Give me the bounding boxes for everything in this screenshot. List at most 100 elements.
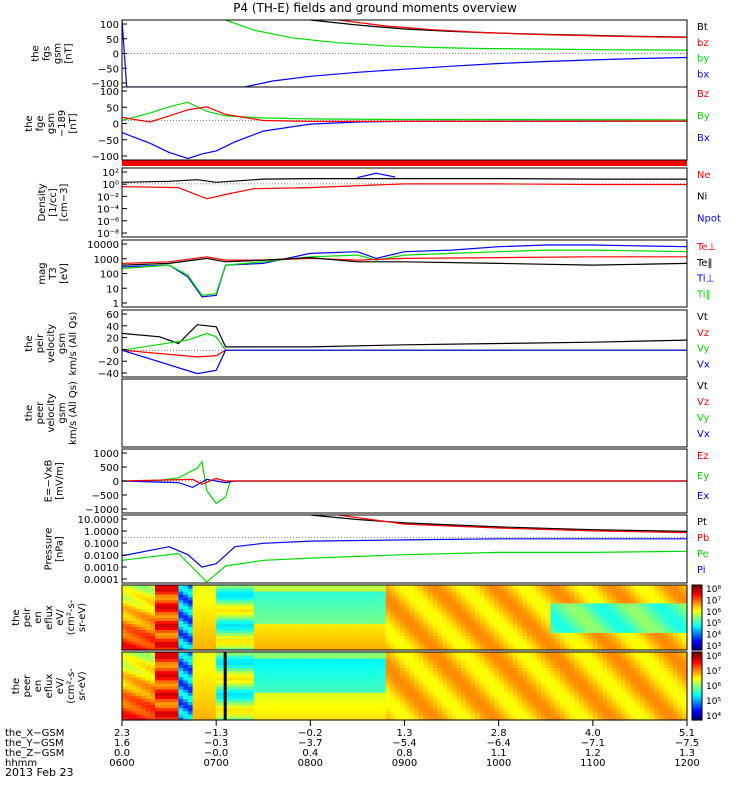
heatmap-cell [225,689,231,693]
heatmap-cell [649,626,655,630]
heatmap-cell [296,638,302,642]
heatmap-cell [286,620,293,625]
heatmap-cell [503,716,509,721]
heatmap-cell [263,602,269,607]
heatmap-cell [522,599,528,604]
heatmap-cell [526,644,533,648]
heatmap-cell [470,679,476,684]
ylabel-line: peir [35,333,46,353]
heatmap-cell [206,689,213,693]
heatmap-cell [296,620,302,625]
heatmap-cell [187,629,194,633]
heatmap-cell [381,667,387,672]
heatmap-cell [338,682,344,687]
heatmap-cell [559,701,566,706]
heatmap-cell [479,596,486,601]
heatmap-cell [310,629,316,633]
heatmap-cell [423,670,429,675]
heatmap-cell [536,585,542,589]
heatmap-cell [310,593,316,598]
heatmap-cell [470,664,476,669]
heatmap-cell [484,707,490,712]
heatmap-cell [630,632,636,636]
heatmap-cell [310,676,316,681]
heatmap-cell [197,661,203,665]
heatmap-cell [202,664,208,669]
heatmap-cell [541,692,547,696]
legend-entry: Ex [697,491,709,502]
heatmap-cell [305,588,311,592]
heatmap-cell [484,686,490,690]
heatmap-cell [536,661,542,665]
heatmap-cell [310,620,316,625]
heatmap-cell [611,585,617,589]
heatmap-cell [413,670,420,675]
heatmap-cell [310,658,316,662]
heatmap-cell [122,667,128,672]
heatmap-cell [216,599,222,604]
heatmap-cell [475,635,481,639]
heatmap-cell [343,655,349,659]
heatmap-cell [253,676,260,681]
heatmap-cell [131,596,137,601]
heatmap-cell [244,661,250,665]
heatmap-cell [183,698,189,703]
heatmap-cell [136,652,142,656]
heatmap-cell [352,623,358,627]
heatmap-cell [131,658,137,662]
heatmap-cell [366,623,373,627]
heatmap-cell [352,590,358,595]
heatmap-cell [390,655,396,659]
heatmap-cell [541,588,547,592]
heatmap-cell [470,655,476,659]
ylabel-line: [nT] [64,43,75,63]
heatmap-cell [169,641,175,645]
heatmap-cell [423,617,429,622]
heatmap-cell [508,602,514,607]
heatmap-cell [663,605,669,610]
heatmap-cell [324,695,330,699]
heatmap-cell [616,647,622,651]
heatmap-cell [550,707,556,712]
heatmap-cell [381,585,387,589]
heatmap-cell [272,599,278,604]
heatmap-cell [399,698,406,703]
heatmap-cell [268,635,274,639]
heatmap-cell [555,641,561,645]
heatmap-cell [555,635,561,639]
heatmap-cell [569,698,575,703]
heatmap-cell [220,635,227,639]
heatmap-cell [239,635,245,639]
heatmap-cell [494,585,500,589]
heatmap-cell [310,692,316,696]
heatmap-cell [545,716,552,721]
heatmap-cell [263,658,269,662]
heatmap-cell [639,623,646,627]
heatmap-cell [249,611,255,616]
heatmap-cell [343,673,349,678]
heatmap-cell [446,673,453,678]
heatmap-cell [489,655,495,659]
heatmap-cell [324,667,330,672]
heatmap-cell [404,623,410,627]
heatmap-cell [564,652,570,656]
heatmap-cell [244,617,250,622]
heatmap-cell [395,661,401,665]
heatmap-cell [395,617,401,622]
heatmap-cell [263,670,269,675]
heatmap-cell [315,670,321,675]
heatmap-cell [319,614,326,619]
heatmap-cell [616,623,622,627]
legend-entry: Ni [697,192,707,203]
heatmap-cell [225,623,231,627]
heatmap-cell [526,638,533,642]
heatmap-cell [409,632,415,636]
heatmap-cell [338,670,344,675]
heatmap-cell [494,670,500,675]
heatmap-cell [550,629,556,633]
heatmap-cell [395,655,401,659]
heatmap-cell [187,679,194,684]
heatmap-cell [437,608,443,613]
heatmap-cell [244,686,250,690]
